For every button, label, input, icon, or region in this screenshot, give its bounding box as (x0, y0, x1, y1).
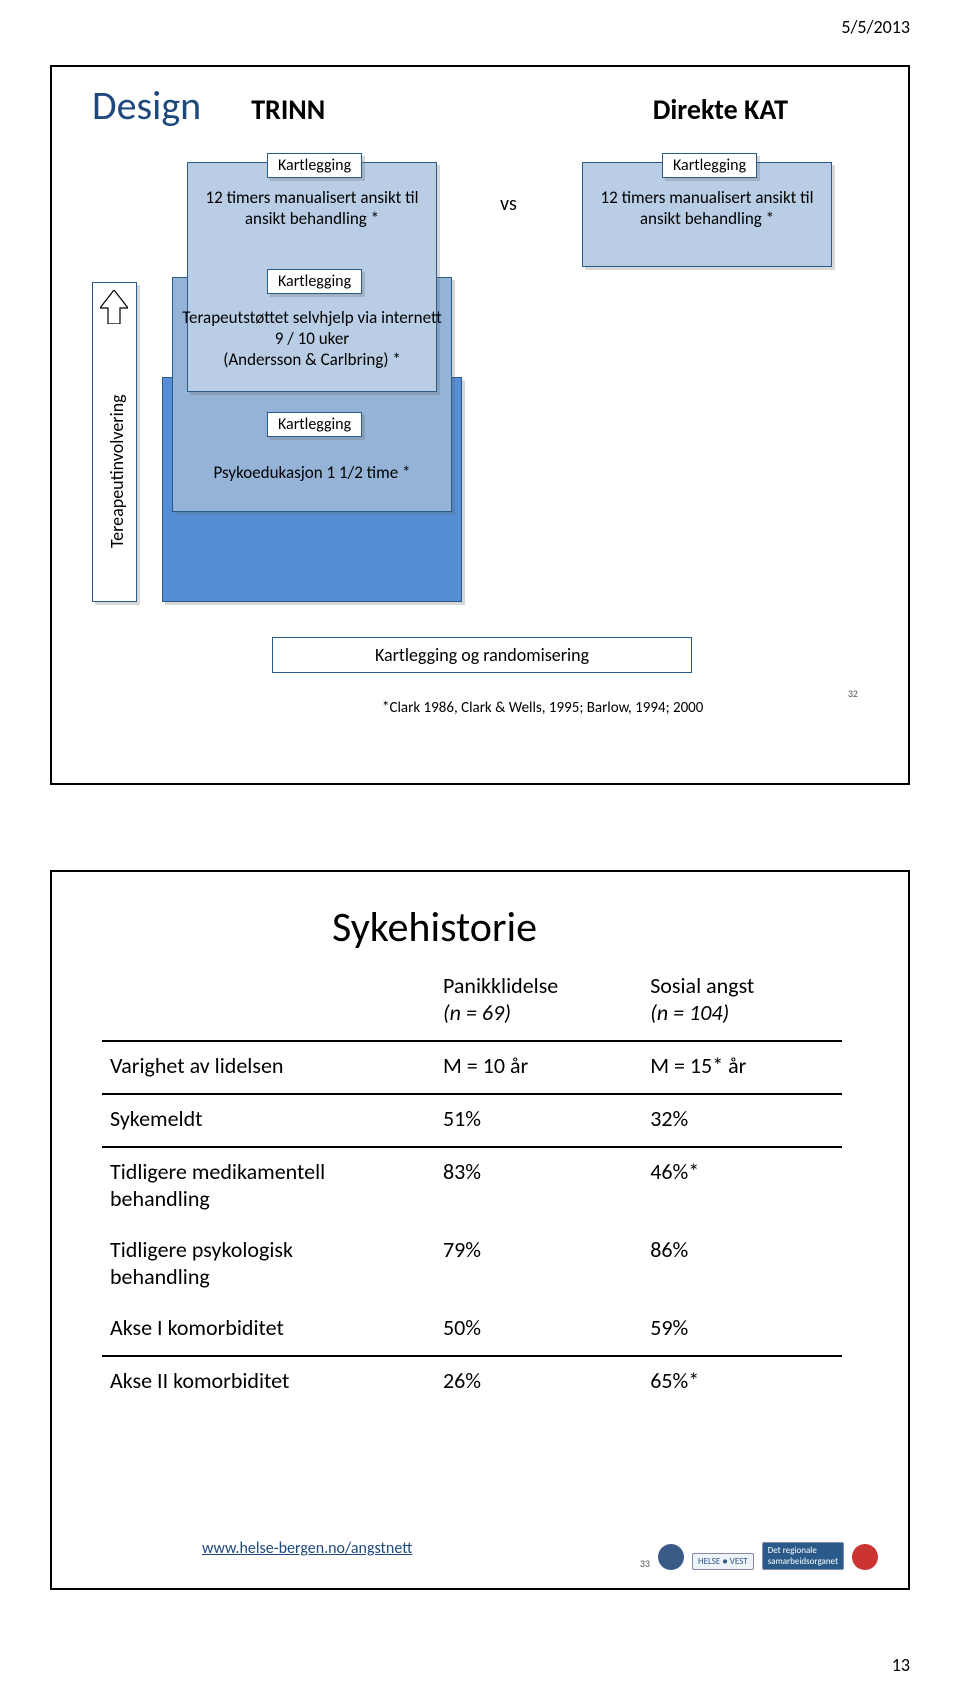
row-value-panikk: 50% (435, 1304, 642, 1356)
header-n104: (n = 104) (650, 999, 729, 1026)
row-value-sosial: 59% (642, 1304, 842, 1356)
date-header: 5/5/2013 (841, 16, 910, 38)
text-psychoed: Psykoedukasjon 1 1/2 time * (167, 462, 457, 483)
footer-logos: 33 HELSE ● VEST Det regionale samarbeids… (640, 1542, 878, 1570)
therapeutic-involvement-label: Tereapeutinvolvering (106, 388, 128, 548)
row-label: Akse I komorbiditet (102, 1304, 435, 1356)
slide1-title: Design (92, 81, 201, 130)
table-row: Sykemeldt51%32% (102, 1094, 842, 1147)
arrow-up-icon (100, 290, 128, 324)
header-panikklidelse: Panikklidelse (443, 972, 558, 999)
row-value-sosial: 65%* (642, 1356, 842, 1408)
row-value-sosial: 32% (642, 1094, 842, 1147)
row-label: Akse II komorbiditet (102, 1356, 435, 1408)
slide1-citation: *Clark 1986, Clark & Wells, 1995; Barlow… (382, 699, 703, 717)
sykehistorie-table: Panikklidelse (n = 69) Sosial angst (n =… (102, 962, 842, 1408)
slide-design: Design TRINN Direkte KAT Kartlegging Kar… (50, 65, 910, 785)
row-label: Sykemeldt (102, 1094, 435, 1147)
footer-link[interactable]: www.helse-bergen.no/angstnett (202, 1539, 412, 1558)
text-12t-right: 12 timers manualisert ansikt til ansikt … (587, 187, 827, 229)
header-sosialangst: Sosial angst (650, 972, 754, 999)
row-value-sosial: 86% (642, 1226, 842, 1304)
slide-sykehistorie: Sykehistorie Panikklidelse (n = 69) Sosi… (50, 870, 910, 1590)
slide1-number: 32 (848, 687, 858, 700)
logo-us-icon (852, 1544, 878, 1570)
slide1-body: Kartlegging Kartlegging Kartlegging Kart… (92, 147, 868, 763)
row-value-panikk: 26% (435, 1356, 642, 1408)
slide1-heading-row: Design TRINN Direkte KAT (92, 81, 868, 130)
row-value-sosial: M = 15* år (642, 1041, 842, 1094)
text-selfhelp: Terapeutstøttet selvhjelp via internett … (177, 307, 447, 370)
row-label: Tidligere medikamentell behandling (102, 1147, 435, 1226)
table-header-row: Panikklidelse (n = 69) Sosial angst (n =… (102, 962, 842, 1041)
row-value-panikk: 83% (435, 1147, 642, 1226)
text-12t-left: 12 timers manualisert ansikt til ansikt … (192, 187, 432, 229)
row-value-panikk: M = 10 år (435, 1041, 642, 1094)
page-number: 13 (892, 1654, 910, 1676)
randomisering-box: Kartlegging og randomisering (272, 637, 692, 673)
table-body: Varighet av lidelsenM = 10 årM = 15* årS… (102, 1041, 842, 1408)
table-row: Tidligere medikamentell behandling83%46%… (102, 1147, 842, 1226)
table-row: Akse II komorbiditet26%65%* (102, 1356, 842, 1408)
kartlegging-left-top: Kartlegging (267, 153, 362, 178)
slide2-number: 33 (640, 1557, 650, 1570)
logo-helse-vest: HELSE ● VEST (692, 1553, 754, 1570)
vs-label: vs (500, 192, 517, 216)
header-n69: (n = 69) (443, 999, 511, 1026)
kartlegging-left-low: Kartlegging (267, 412, 362, 437)
logo-samarbeid: Det regionale samarbeidsorganet (762, 1542, 844, 1570)
slide2-title: Sykehistorie (332, 902, 537, 953)
kartlegging-left-mid: Kartlegging (267, 269, 362, 294)
row-value-panikk: 51% (435, 1094, 642, 1147)
logo-uib-icon (658, 1544, 684, 1570)
row-label: Varighet av lidelsen (102, 1041, 435, 1094)
table-row: Tidligere psykologisk behandling79%86% (102, 1226, 842, 1304)
column-title-trinn: TRINN (251, 92, 325, 127)
column-title-direktekat: Direkte KAT (653, 92, 788, 127)
row-label: Tidligere psykologisk behandling (102, 1226, 435, 1304)
row-value-sosial: 46%* (642, 1147, 842, 1226)
table-row: Akse I komorbiditet50%59% (102, 1304, 842, 1356)
kartlegging-right-top: Kartlegging (662, 153, 757, 178)
row-value-panikk: 79% (435, 1226, 642, 1304)
table-row: Varighet av lidelsenM = 10 årM = 15* år (102, 1041, 842, 1094)
